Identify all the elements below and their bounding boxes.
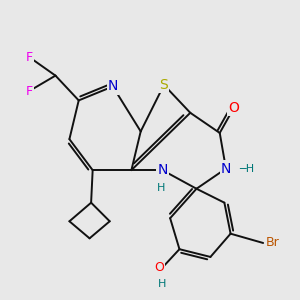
Text: ─H: ─H — [239, 164, 254, 174]
Text: N: N — [221, 162, 231, 176]
Text: F: F — [26, 50, 33, 64]
Text: F: F — [26, 85, 33, 98]
Text: H: H — [157, 183, 165, 193]
Text: Br: Br — [266, 236, 280, 250]
Text: O: O — [228, 101, 239, 115]
Text: N: N — [157, 163, 168, 177]
Text: S: S — [160, 78, 168, 92]
Text: O: O — [154, 261, 164, 274]
Text: H: H — [158, 279, 166, 289]
Text: N: N — [108, 80, 118, 94]
